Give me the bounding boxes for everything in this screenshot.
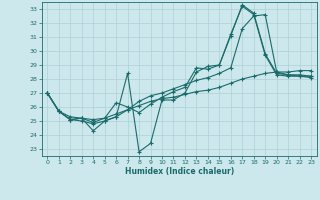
X-axis label: Humidex (Indice chaleur): Humidex (Indice chaleur) (124, 167, 234, 176)
